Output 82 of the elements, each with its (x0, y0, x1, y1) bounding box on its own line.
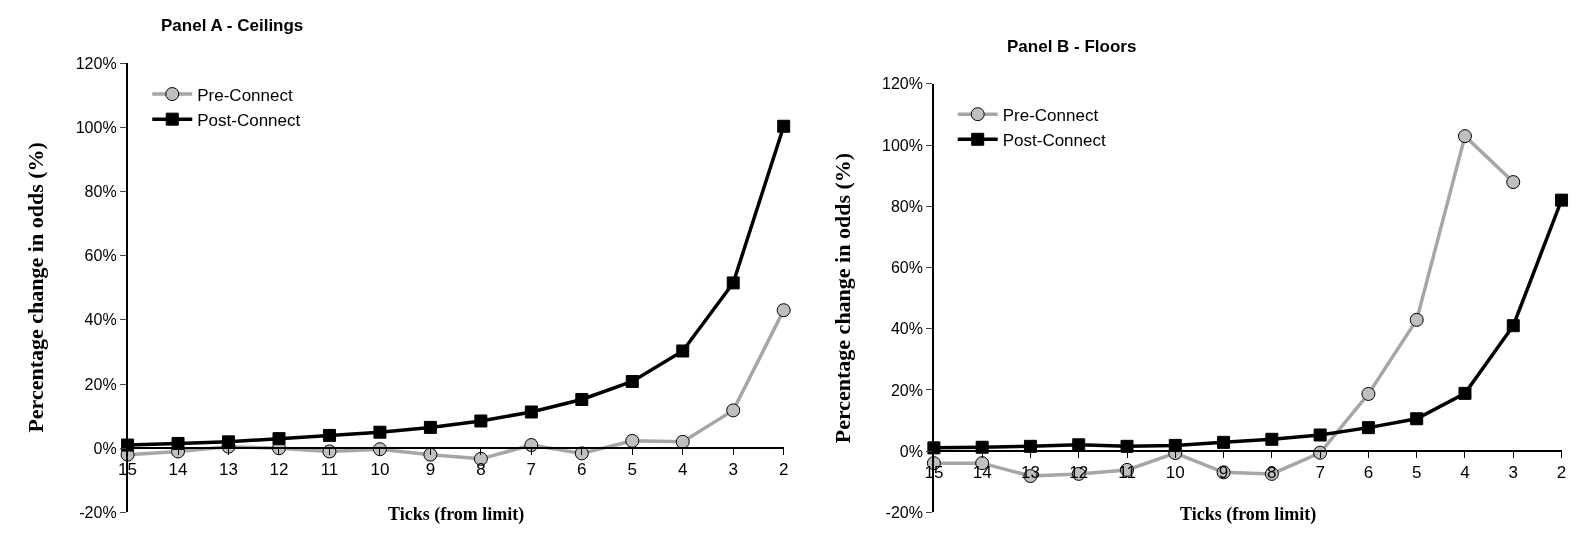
y-tick-label: 100% (75, 118, 117, 136)
x-tick-label: 14 (168, 460, 188, 480)
x-axis-title: Ticks (from limit) (1180, 504, 1317, 525)
y-tick-label: -20% (79, 504, 117, 522)
point (474, 414, 488, 428)
x-tick-label: 10 (1165, 463, 1185, 483)
x-tick-label: 14 (972, 463, 992, 483)
point (1555, 193, 1569, 207)
y-tick-label: 120% (75, 54, 117, 72)
point (222, 435, 236, 449)
y-tick-label: -20% (885, 504, 923, 522)
y-tick-label: 60% (890, 259, 923, 277)
x-tick-label: 7 (1315, 463, 1325, 483)
x-tick-label: 10 (370, 460, 390, 480)
point (1458, 386, 1472, 400)
point (373, 425, 387, 439)
x-tick-label: 9 (425, 460, 436, 480)
point (1120, 439, 1134, 453)
x-tick-label: 8 (476, 460, 486, 480)
point (625, 374, 639, 388)
point (1217, 435, 1231, 449)
point (171, 436, 185, 450)
x-tick-label: 5 (627, 460, 638, 480)
point (575, 392, 589, 406)
x-tick-label: 11 (320, 460, 339, 480)
point (1506, 175, 1521, 190)
y-tick-label: 80% (84, 183, 117, 201)
legend-label: Post-Connect (197, 110, 301, 130)
y-axis-title: Percentage change in odds (%) (830, 152, 856, 444)
x-tick-label: 9 (1218, 463, 1229, 483)
chart-title: Panel A - Ceilings (161, 16, 304, 35)
point (423, 447, 438, 462)
x-tick-label: 2 (778, 460, 789, 480)
x-tick-label: 13 (219, 460, 238, 480)
x-tick-label: 7 (526, 460, 537, 480)
point (423, 420, 437, 434)
x-tick-label: 12 (269, 460, 289, 480)
chart-title: Panel B - Floors (1007, 37, 1137, 56)
point (524, 405, 538, 419)
legend-label: Pre-Connect (1002, 105, 1099, 125)
point (322, 428, 336, 442)
point (1072, 438, 1086, 452)
point (1265, 432, 1279, 446)
x-tick-label: 5 (1411, 463, 1422, 483)
x-tick-label: 6 (577, 460, 587, 480)
y-axis-title: Percentage change in odds (%) (23, 142, 49, 433)
y-tick-label: 20% (890, 381, 923, 399)
point (1506, 319, 1520, 333)
point (1457, 129, 1472, 144)
point (676, 344, 690, 358)
x-tick-label: 4 (678, 460, 688, 480)
point (1410, 412, 1424, 426)
legend-label: Post-Connect (1002, 130, 1106, 150)
x-tick-label: 3 (1508, 463, 1518, 483)
point (777, 119, 791, 133)
y-tick-label: 40% (84, 311, 117, 329)
point (1313, 428, 1327, 442)
point (1361, 421, 1375, 435)
y-tick-label: 80% (890, 197, 923, 215)
x-axis-title: Ticks (from limit) (388, 504, 525, 525)
point (1409, 312, 1424, 327)
y-tick-label: 100% (882, 136, 923, 154)
x-tick-label: 3 (728, 460, 738, 480)
y-tick-label: 0% (93, 439, 117, 457)
y-tick-label: 60% (84, 247, 117, 265)
point (776, 303, 791, 318)
x-tick-label: 4 (1460, 463, 1470, 483)
point (1361, 386, 1376, 401)
legend-label: Pre-Connect (197, 85, 293, 105)
point (726, 276, 740, 290)
point (726, 403, 741, 418)
y-tick-label: 0% (899, 442, 923, 460)
y-tick-label: 40% (890, 320, 923, 338)
point (675, 434, 690, 449)
point (272, 432, 286, 446)
y-tick-label: 20% (84, 375, 117, 393)
x-tick-label: 6 (1363, 463, 1374, 483)
y-tick-label: 120% (882, 75, 923, 93)
x-tick-label: 2 (1556, 463, 1567, 483)
point (625, 433, 640, 448)
point (574, 446, 589, 461)
x-tick-label: 8 (1267, 463, 1277, 483)
